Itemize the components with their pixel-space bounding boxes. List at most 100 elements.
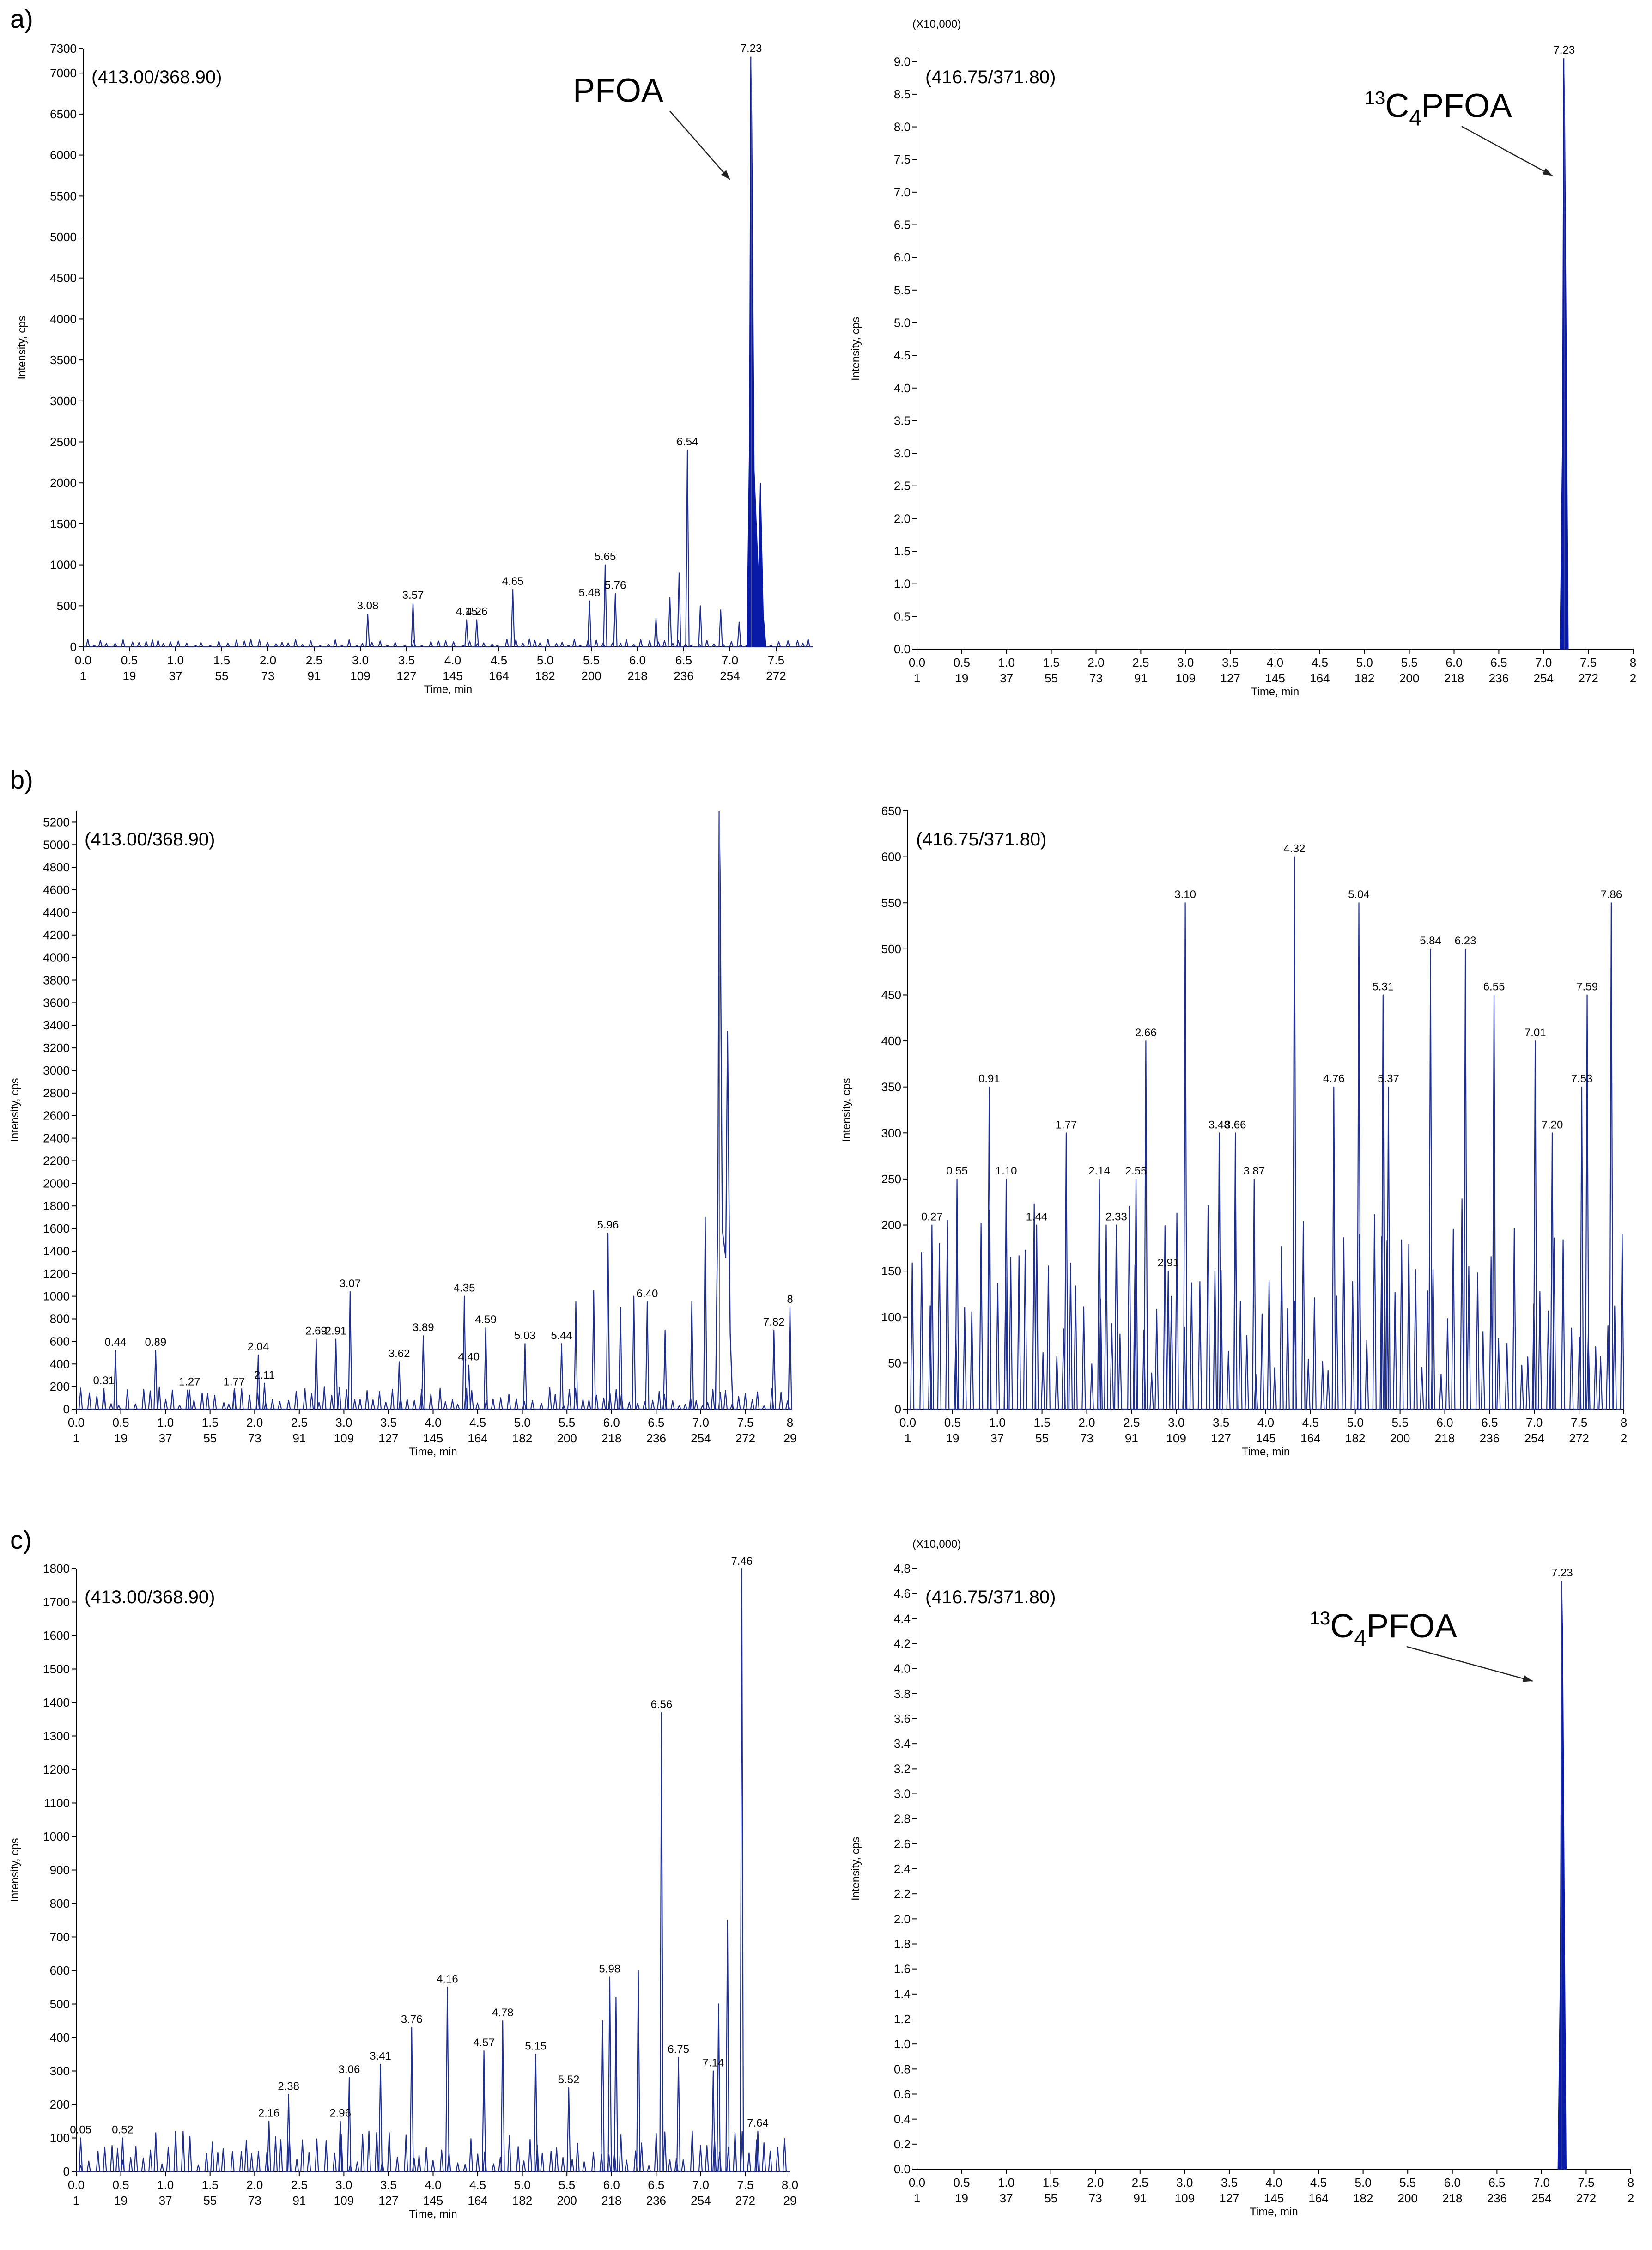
scan-tick-label: 19 [955,2191,968,2205]
x-tick-label: 3.0 [1177,656,1194,669]
x-tick-label: 6.5 [1490,656,1507,669]
x-tick-label: 0.5 [944,1416,961,1429]
x-axis-label: Time, min [1250,2206,1298,2218]
x-tick-label: 3.0 [352,653,369,667]
scan-tick-label: 109 [1176,671,1196,685]
y-tick-label: 2.0 [894,511,911,525]
peak-label: 7.86 [1601,888,1622,901]
y-tick-label: 600 [50,1334,70,1348]
y-tick-label: 0 [70,640,77,654]
y-tick-label: 4200 [43,928,70,942]
x-tick-label: 0.0 [68,1416,85,1429]
x-tick-label: 2.5 [1132,656,1149,669]
peak-label: 0.91 [978,1073,1000,1085]
y-tick-label: 3.0 [894,1787,911,1801]
x-tick-label: 5.0 [514,2178,531,2192]
scan-tick-label: 145 [1264,2191,1284,2205]
scan-tick-label: 37 [990,1431,1004,1445]
x-tick-label: 5.0 [514,1416,531,1429]
scan-tick-label: 29 [783,1431,797,1445]
y-tick-label: 1500 [50,517,77,531]
scan-tick-label: 73 [1080,1431,1093,1445]
x-tick-label: 2.5 [1132,2176,1148,2189]
scan-tick-label: 182 [1353,2191,1373,2205]
peak-label: 2.11 [254,1369,275,1381]
y-tick-label: 3000 [50,394,77,408]
scan-tick-label: 127 [378,2194,398,2207]
annotation-arrow-head [1522,1675,1533,1682]
annotation-arrow-line [669,110,730,180]
compound-annotation: 13C4PFOA [1365,87,1512,130]
y-tick-label: 3400 [43,1018,70,1032]
x-tick-label: 1.0 [998,2176,1014,2189]
peak-label: 3.57 [402,589,424,602]
scan-tick-label: 236 [1487,2191,1507,2205]
y-tick-label: 4000 [43,951,70,965]
x-tick-label: 2.0 [260,653,276,667]
scan-tick-label: 182 [1345,1431,1365,1445]
x-tick-label: 4.5 [1302,1416,1319,1429]
peak-label: 4.40 [458,1351,480,1363]
y-tick-label: 6.5 [894,218,911,232]
main-peak-trace [715,810,734,1410]
x-tick-label: 4.0 [1265,2176,1282,2189]
y-tick-label: 3.6 [894,1712,911,1726]
x-tick-label: 5.5 [583,653,600,667]
chart-b-413: 0200400600800100012001400160018002000220… [9,810,797,1458]
y-tick-label: 1600 [43,1629,70,1642]
scan-tick-label: 91 [1125,1431,1138,1445]
scan-tick-label: 254 [1524,1431,1544,1445]
transition-label: (413.00/368.90) [91,67,222,87]
y-tick-label: 1.6 [894,1962,911,1976]
panel-label-c: c) [10,1525,32,1554]
x-tick-label: 1.5 [1043,656,1060,669]
x-tick-label: 0.0 [909,656,925,669]
y-axis-label: Intensity, cps [9,1078,21,1142]
y-tick-label: 5200 [43,815,70,829]
x-tick-label: 3.5 [1222,656,1239,669]
peak-label: 5.44 [551,1329,572,1342]
x-tick-label: 5.0 [1347,1416,1364,1429]
peak-label: 4.57 [473,2037,495,2049]
x-tick-label: 7.0 [722,653,738,667]
y-tick-label: 7.5 [894,152,911,166]
isotope-superscript: 13 [1365,88,1385,108]
y-tick-label: 3.8 [894,1687,911,1701]
y-tick-label: 5000 [50,230,77,244]
peak-label: 2.55 [1125,1165,1147,1177]
scan-tick-label: 145 [443,669,462,683]
y-tick-label: 0 [895,1402,901,1416]
scan-tick-label: 91 [292,1431,306,1445]
y-tick-label: 0.4 [894,2112,911,2126]
scan-tick-label: 145 [423,2194,443,2207]
x-tick-label: 8 [787,1416,793,1429]
peak-label: 0.52 [112,2124,134,2136]
transition-label: (416.75/371.80) [916,829,1046,850]
peak-label: 7.64 [747,2117,769,2129]
x-tick-label: 3.5 [1213,1416,1229,1429]
scan-tick-label: 73 [248,1431,261,1445]
scan-tick-label: 1 [73,2194,79,2207]
peak-label: 1.77 [1056,1119,1077,1131]
scan-tick-label: 55 [1035,1431,1049,1445]
scan-tick-label: 91 [292,2194,306,2207]
x-tick-label: 5.0 [1356,656,1373,669]
y-tick-label: 3600 [43,996,70,1009]
x-tick-label: 0.0 [68,2178,85,2192]
x-tick-label: 8 [1628,2176,1634,2189]
compound-name: PFOA [1421,87,1512,124]
x-tick-label: 4.5 [1312,656,1328,669]
scan-tick-label: 55 [203,2194,217,2207]
x-tick-label: 6.0 [1444,2176,1461,2189]
scan-tick-label: 127 [396,669,416,683]
peak-label: 7.20 [1542,1119,1563,1131]
y-tick-label: 250 [881,1172,901,1186]
y-tick-label: 0.0 [894,642,911,656]
peak-label: 2.66 [1135,1027,1157,1039]
y-tick-label: 4000 [50,312,77,326]
peak-label: 6.55 [1483,980,1505,993]
compound-annotation: PFOA [573,72,663,109]
x-tick-label: 5.5 [1392,1416,1409,1429]
x-tick-label: 0.0 [909,2176,925,2189]
x-tick-label: 8 [1621,1416,1627,1429]
